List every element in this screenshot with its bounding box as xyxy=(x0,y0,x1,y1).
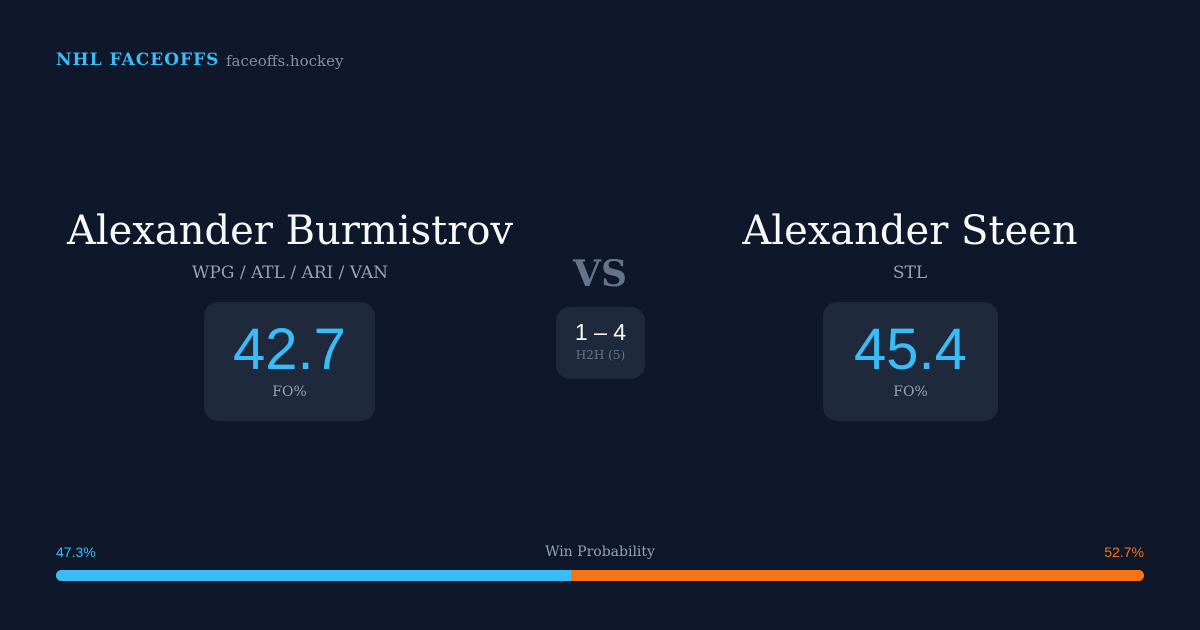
win-probability-label: Win Probability xyxy=(545,544,655,560)
player2-fo-value: 45.4 xyxy=(854,317,967,382)
h2h-label: H2H (5) xyxy=(575,348,626,362)
player1-fo-card: 42.7 FO% xyxy=(204,302,375,421)
h2h-card: 1 – 4 H2H (5) xyxy=(556,307,645,379)
win-probability-bar xyxy=(56,570,1144,581)
player2-fo-card: 45.4 FO% xyxy=(823,302,998,421)
player1-teams: WPG / ATL / ARI / VAN xyxy=(191,263,389,283)
player1-fo-label: FO% xyxy=(272,384,307,400)
player1-win-prob: 47.3% xyxy=(56,544,96,560)
player1-name: Alexander Burmistrov xyxy=(66,208,514,254)
player1-fo-value: 42.7 xyxy=(233,317,346,382)
player2-fo-label: FO% xyxy=(893,384,928,400)
site-url: faceoffs.hockey xyxy=(226,52,344,70)
player2-win-bar xyxy=(570,570,1144,581)
player1-header: Alexander Burmistrov WPG / ATL / ARI / V… xyxy=(10,205,570,283)
player1-win-bar xyxy=(56,570,571,581)
player2-name: Alexander Steen xyxy=(742,208,1078,254)
player2-win-prob: 52.7% xyxy=(1104,544,1144,560)
brand-logo: NHL FACEOFFS xyxy=(56,50,220,70)
vs-label: VS xyxy=(573,253,627,295)
player2-header: Alexander Steen STL xyxy=(630,205,1190,283)
player2-teams: STL xyxy=(892,263,928,283)
h2h-score: 1 – 4 xyxy=(574,319,627,345)
